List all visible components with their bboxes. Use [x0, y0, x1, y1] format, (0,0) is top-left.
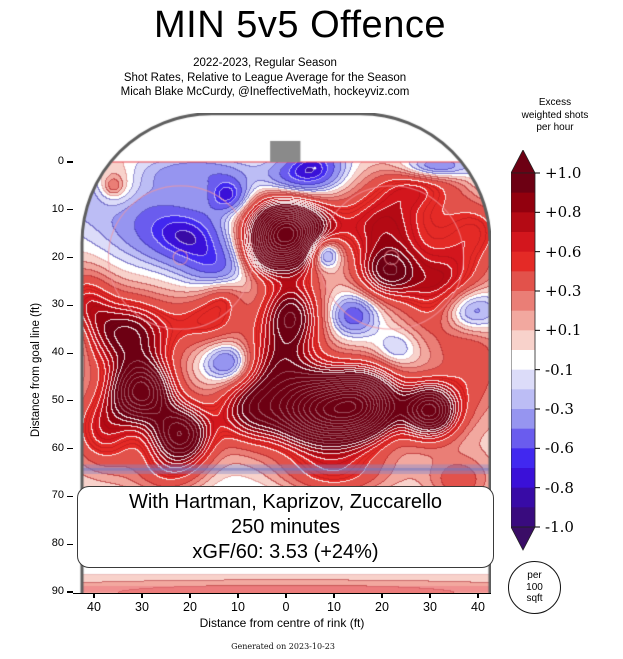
x-tick-label: 30 [135, 600, 149, 614]
chart-title: MIN 5v5 Offence [154, 4, 446, 46]
unit-badge-line: 100 [526, 581, 543, 593]
info-linemates: With Hartman, Kaprizov, Zuccarello [128, 491, 443, 513]
colorbar-tick-label: -0.6 [545, 439, 574, 458]
info-xgf: xGF/60: 3.53 (+24%) [192, 541, 379, 563]
colorbar-tick-label: +0.6 [545, 242, 582, 261]
y-tick-label: 90 [51, 585, 64, 597]
x-tick-mark [429, 593, 431, 598]
y-tick-mark [67, 591, 73, 593]
x-tick-mark [333, 593, 335, 598]
colorbar-tick-label: -0.8 [545, 478, 574, 497]
x-tick-label: 20 [183, 600, 197, 614]
y-tick-label: 30 [51, 298, 64, 311]
colorbar-segment [511, 448, 535, 469]
x-axis-spine [73, 592, 491, 594]
colorbar-tick-label: -0.3 [545, 400, 574, 418]
y-tick-label: 70 [51, 489, 64, 502]
x-tick-mark [141, 593, 143, 598]
colorbar-segment [511, 192, 535, 213]
colorbar-segment [511, 369, 535, 390]
colorbar-segment [511, 389, 535, 410]
y-tick-mark [67, 256, 73, 259]
unit-badge-line: per [527, 570, 542, 581]
x-tick-label: 10 [327, 600, 341, 614]
y-tick-mark [67, 209, 73, 211]
colorbar-tick-label: +0.3 [545, 282, 582, 300]
y-tick-mark [67, 352, 73, 354]
y-tick-mark [67, 543, 73, 545]
chart-subtitle-season: 2022-2023, Regular Season [193, 57, 337, 69]
y-tick-label: 80 [51, 537, 64, 550]
colorbar-title-line: per hour [536, 122, 574, 133]
colorbar-segment [511, 251, 535, 272]
colorbar-tick-label: -0.1 [545, 360, 574, 379]
colorbar-tick-label: +0.8 [545, 203, 582, 222]
x-axis-label: Distance from centre of rink (ft) [199, 616, 365, 630]
colorbar-tick-label: +0.1 [545, 321, 582, 340]
x-tick-mark [189, 593, 191, 598]
colorbar-segment [511, 507, 535, 528]
colorbar-segment [511, 310, 535, 331]
colorbar-segment [511, 212, 535, 233]
colorbar-segment [511, 428, 535, 449]
info-box: With Hartman, Kaprizov, Zuccarello 250 m… [77, 486, 494, 568]
chart-subtitle-description: Shot Rates, Relative to League Average f… [123, 71, 407, 84]
colorbar-frame [511, 172, 536, 528]
colorbar-arrow-bottom [511, 526, 536, 551]
y-tick-mark [67, 304, 73, 306]
y-tick-label: 40 [51, 346, 64, 359]
y-tick-label: 0 [57, 155, 64, 167]
colorbar-segment [511, 468, 535, 489]
x-tick-label: 40 [471, 600, 485, 614]
x-tick-label: 20 [375, 600, 389, 614]
colorbar-tick-label: +1.0 [545, 164, 582, 182]
unit-badge-line: sqft [526, 593, 543, 604]
colorbar-segment [511, 271, 535, 292]
colorbar-segment [511, 291, 535, 312]
y-tick-mark [67, 161, 73, 163]
y-tick-label: 50 [51, 393, 64, 406]
colorbar-title-line: Excess [538, 97, 572, 108]
chart-subtitle-credit: Micah Blake McCurdy, @IneffectiveMath, h… [120, 86, 410, 98]
x-tick-label: 10 [231, 600, 245, 614]
x-tick-mark [477, 593, 479, 598]
y-tick-label: 10 [51, 202, 64, 215]
x-tick-label: 30 [423, 600, 437, 614]
x-tick-label: 0 [282, 600, 290, 614]
colorbar-segment [511, 409, 535, 430]
colorbar-segment [511, 232, 535, 253]
y-tick-mark [67, 495, 73, 498]
colorbar-segment [511, 330, 535, 351]
colorbar-arrow-top [511, 150, 536, 174]
colorbar-title: Excess weighted shots per hour [503, 97, 607, 135]
colorbar-tick-label: -1.0 [545, 518, 574, 536]
colorbar-segment [511, 350, 535, 371]
y-tick-label: 60 [51, 441, 64, 454]
colorbar-segment [511, 173, 535, 194]
y-tick-mark [67, 400, 73, 402]
y-tick-label: 20 [51, 250, 64, 263]
x-tick-label: 40 [87, 600, 101, 614]
x-tick-mark [381, 593, 383, 598]
info-minutes: 250 minutes [231, 516, 340, 538]
unit-badge: per 100 sqft [508, 561, 561, 614]
x-tick-mark [93, 593, 95, 598]
x-tick-mark [285, 593, 287, 598]
y-tick-mark [67, 448, 73, 450]
colorbar-title-line: weighted shots [521, 109, 589, 121]
colorbar-segment [511, 487, 535, 508]
colorbar [511, 150, 540, 551]
x-tick-mark [237, 593, 239, 598]
generated-on-note: Generated on 2023-10-23 [231, 642, 335, 651]
